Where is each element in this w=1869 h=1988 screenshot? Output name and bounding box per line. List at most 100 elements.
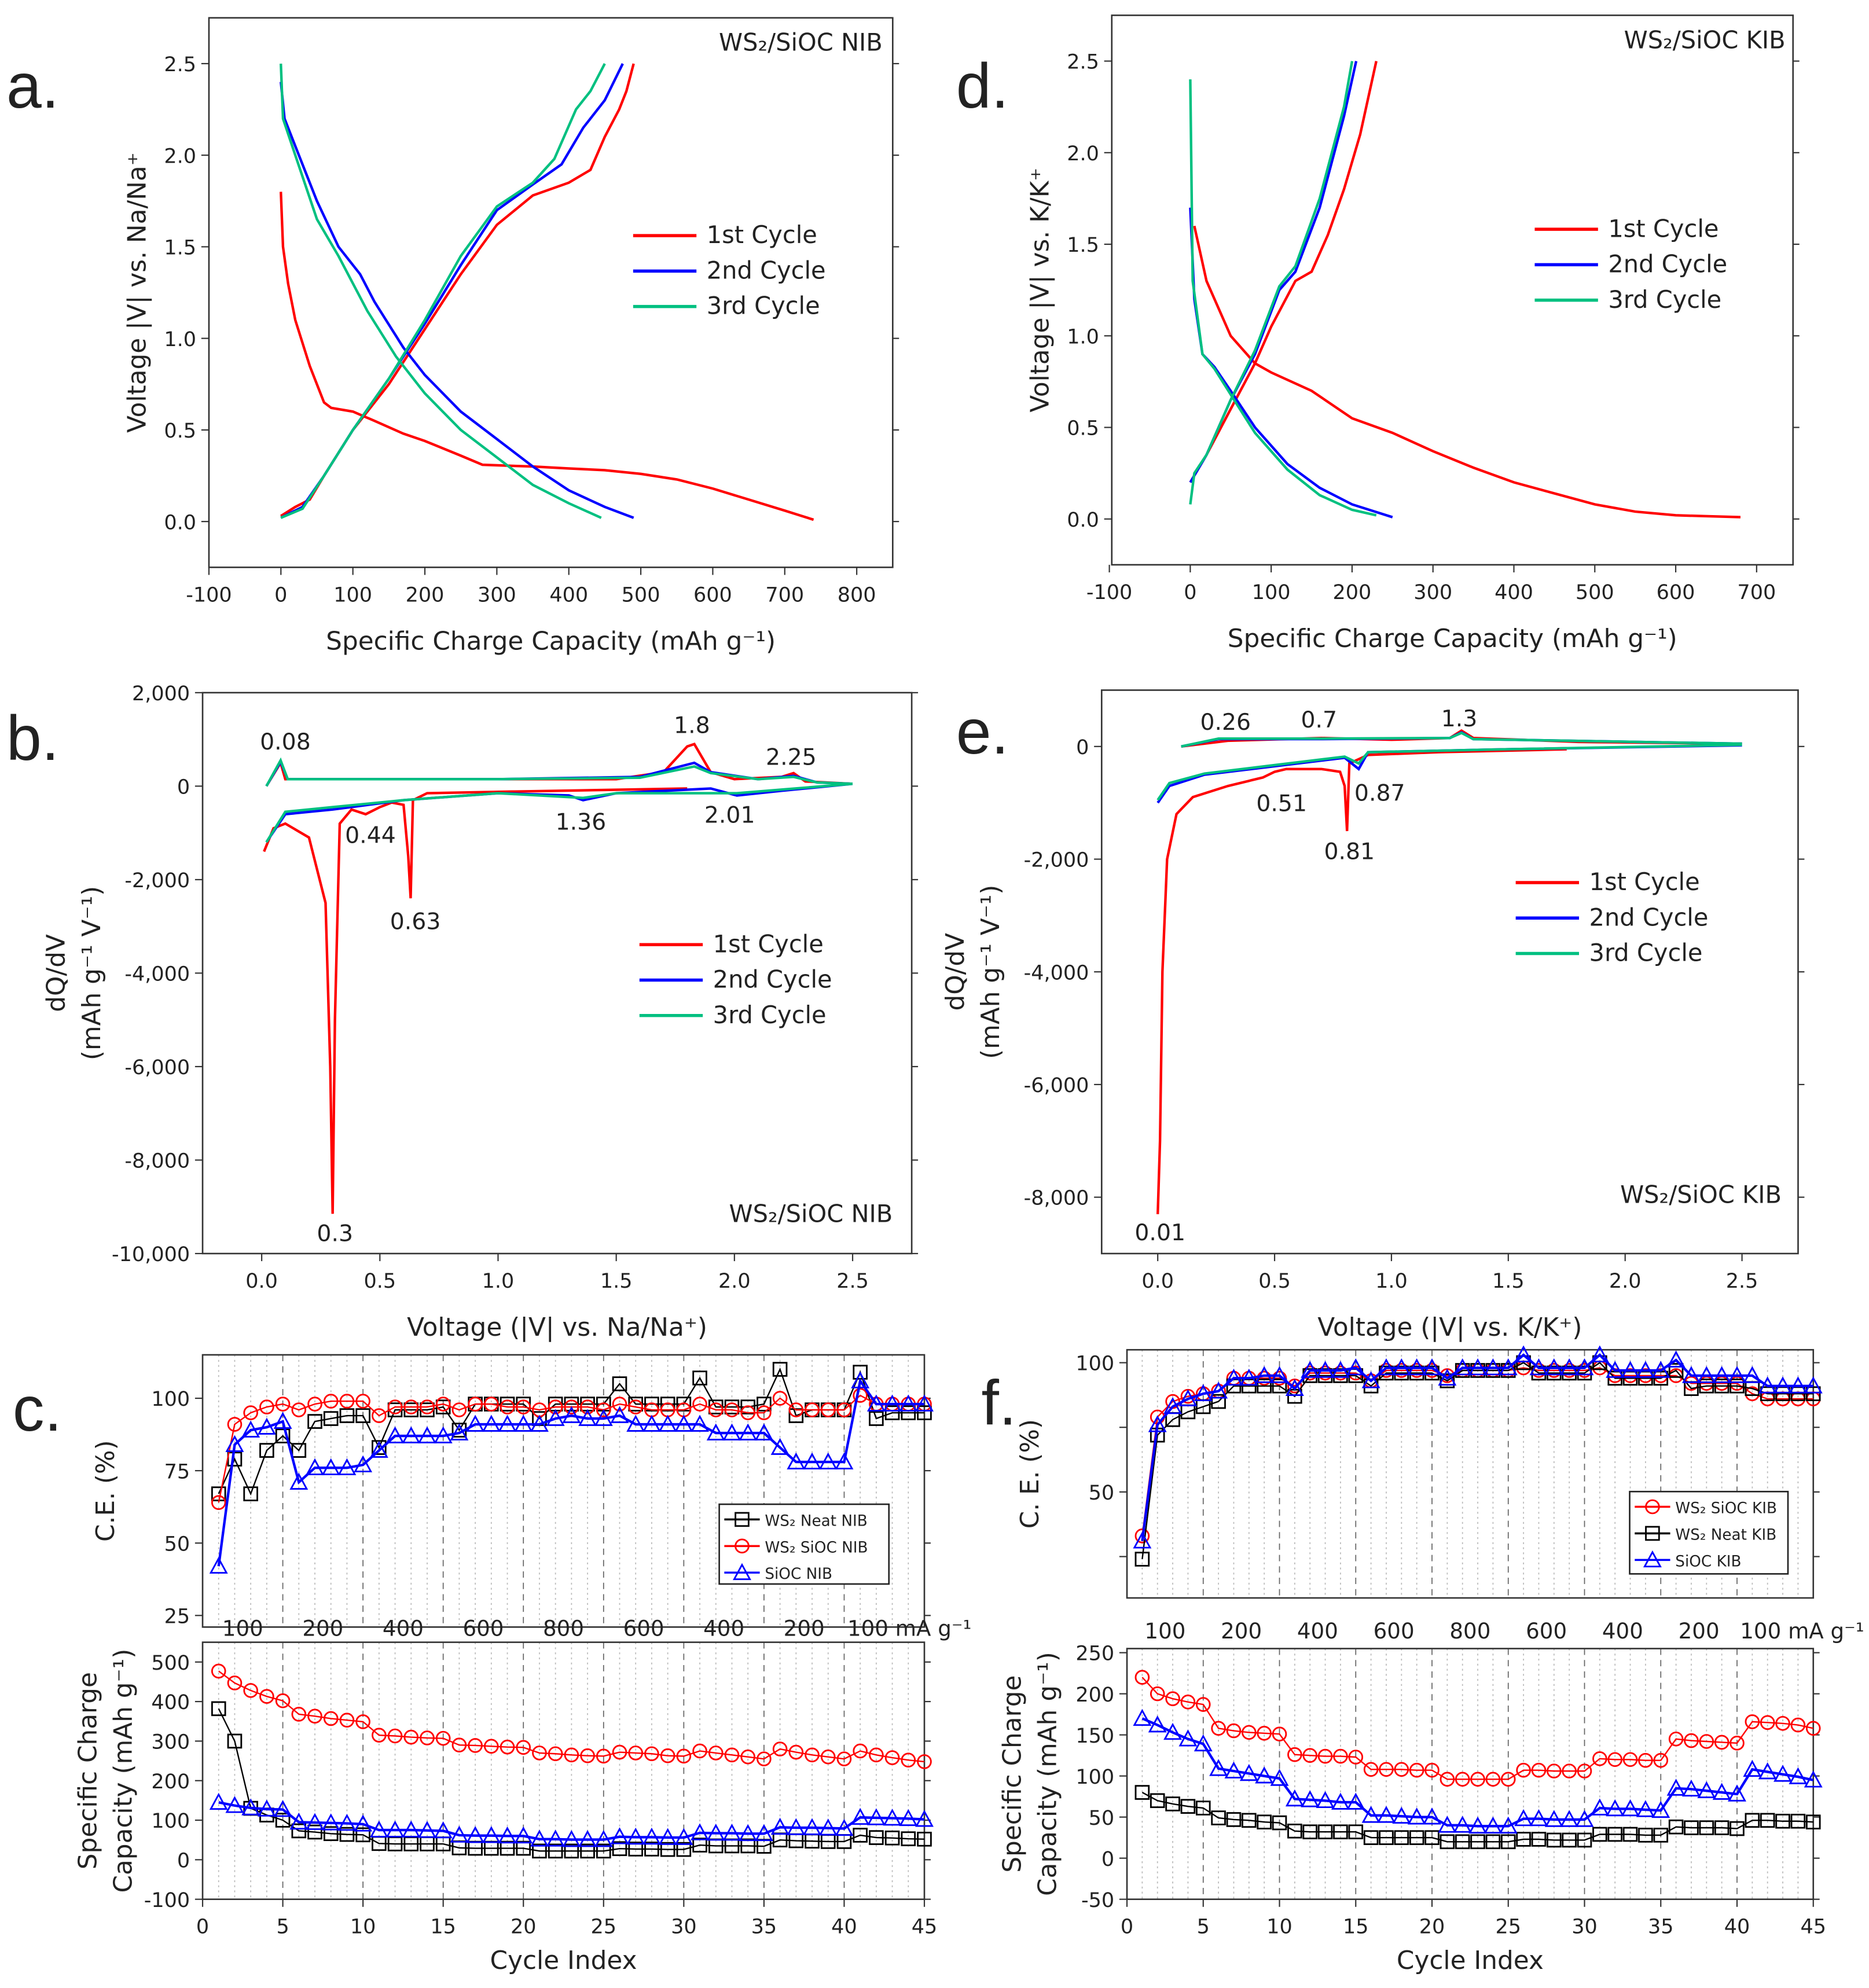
data-point-triangle: [1499, 1358, 1518, 1376]
data-point-circle: [307, 1708, 322, 1724]
y-tick-label: 0: [1101, 1848, 1114, 1871]
series-line-2nd-cycle: [280, 82, 634, 519]
data-point-triangle: [434, 1426, 453, 1443]
x-tick-label: 40: [1724, 1916, 1750, 1939]
y-axis-label: Voltage |V| vs. Na/Na⁺: [123, 152, 152, 433]
data-point-triangle: [257, 1799, 276, 1817]
data-point-triangle: [1773, 1765, 1792, 1782]
x-tick-label: 15: [1343, 1916, 1369, 1939]
data-point-triangle: [754, 1423, 773, 1441]
data-point-circle: [259, 1689, 274, 1704]
data-point-triangle: [1529, 1809, 1548, 1827]
x-tick-label: 400: [549, 583, 588, 607]
x-tick-label: 0.0: [245, 1270, 278, 1293]
data-point-circle: [403, 1399, 419, 1414]
plot-annotation: WS₂/SiOC NIB: [719, 28, 883, 57]
data-point-square: [1302, 1824, 1318, 1840]
data-point-circle: [1562, 1763, 1577, 1778]
data-point-circle: [323, 1394, 339, 1409]
data-point-circle: [788, 1744, 804, 1760]
current-density-label: 200: [302, 1616, 343, 1641]
x-tick-label: 300: [1413, 581, 1452, 604]
x-tick-label: 2.0: [718, 1270, 751, 1293]
data-point-square: [1775, 1813, 1790, 1829]
data-point-triangle: [1544, 1358, 1563, 1376]
data-point-square: [1348, 1824, 1364, 1840]
data-point-triangle: [1575, 1810, 1594, 1827]
data-point-square: [917, 1405, 932, 1420]
data-point-square: [644, 1842, 659, 1857]
data-point-circle: [772, 1741, 788, 1757]
data-point-circle: [1165, 1691, 1180, 1706]
data-point-triangle: [1728, 1366, 1746, 1383]
data-point-square: [227, 1733, 243, 1749]
x-tick-label: 600: [693, 583, 732, 607]
data-point-square: [275, 1428, 291, 1443]
data-point-triangle: [369, 1820, 388, 1838]
legend-marker-square: [735, 1512, 750, 1527]
data-point-triangle: [1346, 1792, 1365, 1810]
data-point-circle: [596, 1402, 611, 1417]
data-point-triangle: [739, 1423, 758, 1441]
data-point-circle: [757, 1751, 772, 1766]
data-point-triangle: [434, 1821, 453, 1839]
data-point-triangle: [1285, 1789, 1304, 1807]
series-line-2nd-cycle: [280, 63, 624, 519]
data-point-square: [1730, 1821, 1745, 1836]
data-point-triangle: [1606, 1361, 1625, 1378]
data-point-square: [1257, 1814, 1272, 1829]
current-density-label: 400: [703, 1616, 744, 1641]
x-tick-label: 0.5: [363, 1270, 396, 1293]
data-point-triangle: [1575, 1358, 1594, 1376]
current-density-label: 200: [1221, 1618, 1262, 1644]
x-tick-label: 200: [1333, 581, 1372, 604]
data-point-triangle: [1377, 1806, 1396, 1823]
y-tick-label: 200: [151, 1770, 190, 1794]
data-point-circle: [692, 1397, 707, 1412]
data-point-circle: [628, 1746, 644, 1761]
data-point-square: [869, 1411, 884, 1426]
series-line-3rd-cycle: [265, 782, 853, 843]
data-point-circle: [1180, 1695, 1196, 1710]
data-point-triangle: [450, 1825, 469, 1843]
data-point-triangle: [818, 1452, 838, 1469]
data-point-square: [1638, 1828, 1653, 1843]
data-point-triangle: [1438, 1816, 1457, 1833]
data-point-square: [596, 1843, 611, 1859]
data-point-circle: [355, 1394, 370, 1409]
data-point-square: [660, 1397, 675, 1412]
data-point-circle: [211, 1663, 226, 1679]
current-density-label: 400: [383, 1616, 424, 1641]
data-point-square: [1211, 1394, 1226, 1409]
data-point-circle: [1592, 1751, 1607, 1766]
data-point-triangle: [1361, 1806, 1380, 1823]
peak-label: 0.01: [1134, 1219, 1185, 1246]
plot-annotation: WS₂/SiOC KIB: [1624, 25, 1786, 54]
data-point-triangle: [273, 1412, 292, 1429]
legend-label: 3rd Cycle: [707, 292, 820, 320]
data-point-triangle: [402, 1820, 421, 1838]
data-point-square: [339, 1827, 355, 1842]
data-point-triangle: [770, 1817, 790, 1835]
data-point-triangle: [1331, 1792, 1350, 1810]
data-point-circle: [1745, 1714, 1760, 1729]
legend-label: 3rd Cycle: [1589, 939, 1703, 967]
y-tick-label: 300: [151, 1731, 190, 1754]
data-point-triangle: [1423, 1807, 1441, 1825]
data-point-circle: [612, 1744, 627, 1760]
data-point-triangle: [642, 1414, 661, 1432]
y-tick-label: 0.5: [1067, 417, 1099, 440]
legend-label: 3rd Cycle: [713, 1001, 827, 1029]
data-point-circle: [468, 1397, 483, 1412]
data-point-circle: [548, 1399, 563, 1414]
data-point-triangle: [1392, 1806, 1411, 1824]
panel-label: e.: [956, 697, 1009, 767]
current-density-label: 200: [784, 1616, 825, 1641]
series-line: [218, 1708, 925, 1852]
data-point-circle: [516, 1399, 531, 1414]
data-point-circle: [243, 1405, 258, 1420]
series-line-1st-cycle: [280, 192, 814, 521]
data-point-square: [1562, 1832, 1577, 1848]
data-point-triangle: [546, 1829, 565, 1847]
plot-frame: [1126, 1648, 1815, 1900]
